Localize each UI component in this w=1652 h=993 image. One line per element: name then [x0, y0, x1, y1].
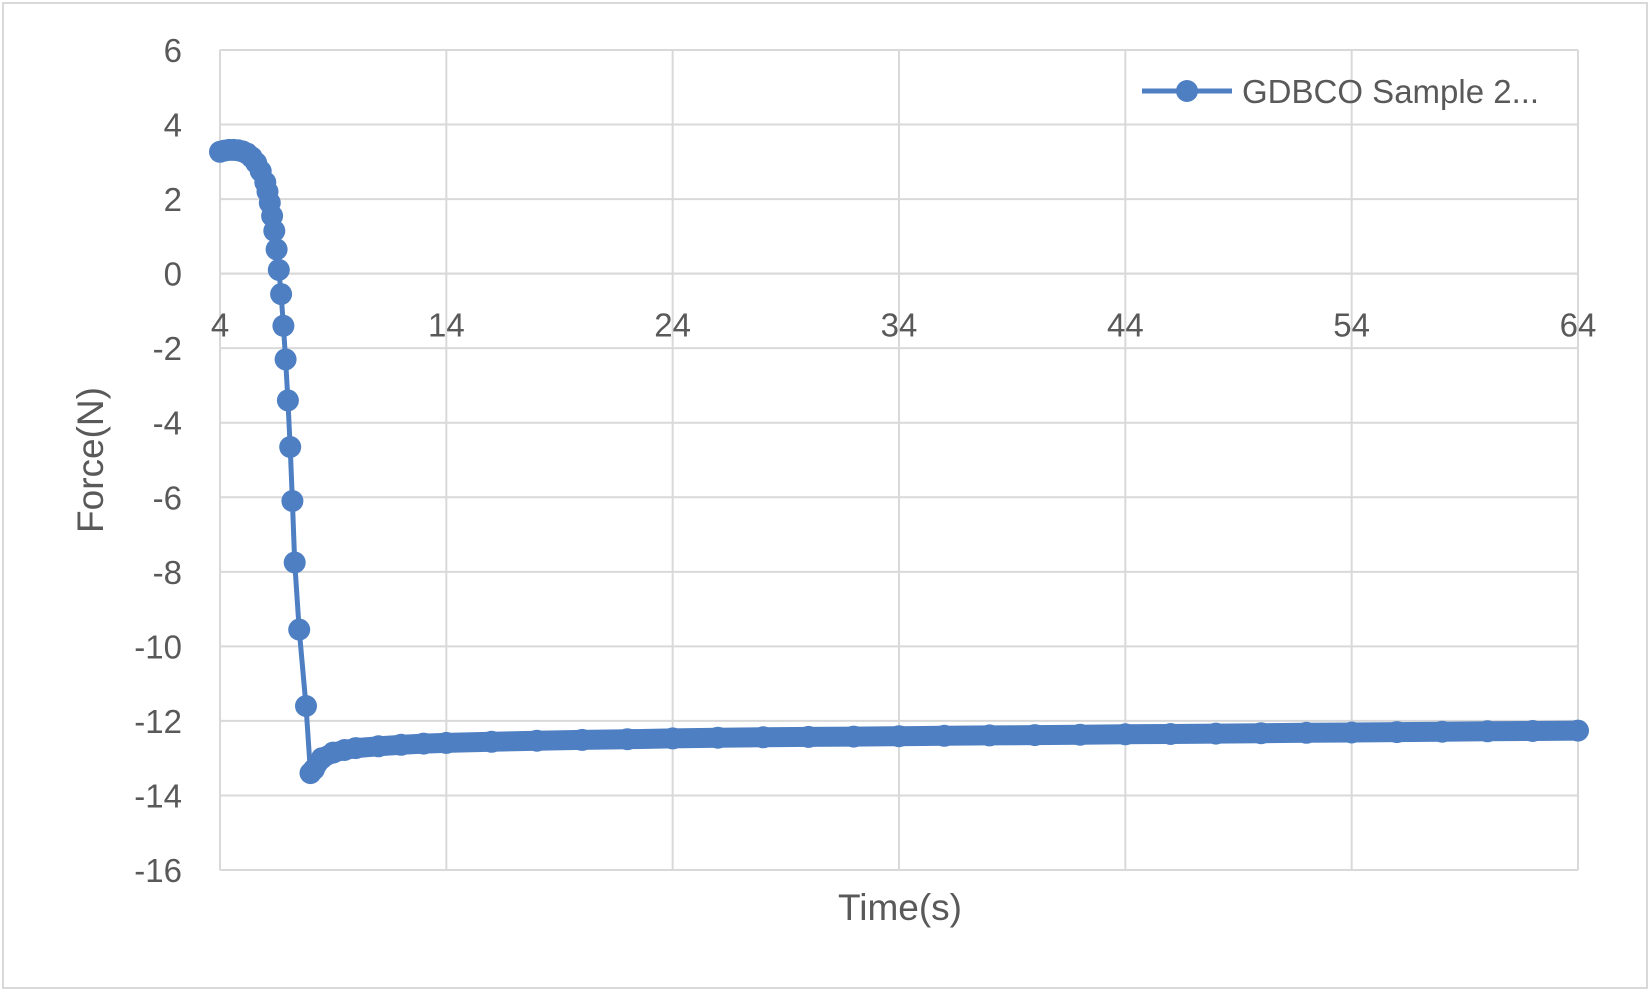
data-point: [265, 238, 288, 261]
data-point: [1204, 722, 1227, 745]
data-point: [1114, 723, 1137, 746]
data-point: [267, 258, 290, 281]
data-point: [797, 725, 820, 748]
x-tick-label: 14: [428, 307, 465, 344]
x-tick-label: 4: [211, 307, 229, 344]
data-point: [1069, 723, 1092, 746]
data-point: [295, 695, 317, 717]
data-point: [279, 436, 302, 458]
y-tick-label: 2: [164, 181, 182, 218]
data-point: [752, 726, 775, 749]
legend-marker: [1176, 80, 1198, 102]
data-point: [276, 389, 299, 412]
data-point: [274, 348, 297, 371]
data-point: [367, 735, 390, 758]
data-point: [288, 618, 311, 641]
y-tick-label: -6: [153, 479, 182, 516]
y-tick-label: 4: [164, 107, 182, 144]
x-axis-title: Time(s): [838, 887, 962, 928]
data-point: [888, 725, 910, 748]
grid-lines: [219, 49, 1579, 871]
data-point: [933, 724, 956, 747]
data-point: [1023, 724, 1046, 747]
data-point: [1385, 721, 1408, 744]
data-point: [480, 730, 503, 753]
data-point: [344, 737, 367, 760]
y-tick-label: -8: [153, 554, 182, 591]
data-point: [1476, 720, 1499, 743]
y-tick-label: -2: [153, 330, 182, 367]
y-tick-label: 6: [164, 32, 182, 69]
data-point: [525, 729, 548, 752]
series-marker-band: [303, 720, 1588, 780]
data-point: [1159, 723, 1182, 745]
data-point: [390, 733, 413, 756]
data-point: [978, 724, 1001, 747]
legend-label: GDBCO Sample 2...: [1242, 73, 1539, 110]
data-point: [283, 551, 306, 574]
data-point: [1295, 721, 1318, 744]
y-tick-label: -14: [134, 777, 182, 814]
data-point: [1340, 721, 1363, 744]
y-tick-label: -16: [134, 852, 182, 889]
x-tick-label: 54: [1333, 307, 1370, 344]
data-point: [412, 732, 435, 755]
data-point: [1567, 719, 1589, 742]
data-point: [435, 731, 458, 754]
data-point: [272, 314, 295, 337]
data-point: [706, 726, 729, 749]
data-point: [616, 728, 639, 751]
data-point: [270, 283, 293, 306]
x-tick-label: 44: [1107, 307, 1144, 344]
x-tick-label: 34: [881, 307, 918, 344]
series-layer: [209, 138, 1589, 785]
y-axis-title: Force(N): [70, 387, 111, 533]
data-point: [1431, 720, 1454, 743]
y-tick-label: -4: [153, 405, 182, 442]
data-point: [661, 727, 684, 750]
data-point: [571, 728, 594, 751]
data-point: [1521, 720, 1544, 742]
y-tick-label: -10: [134, 628, 182, 665]
data-point: [842, 725, 865, 748]
y-tick-label: 0: [164, 256, 182, 293]
legend[interactable]: GDBCO Sample 2...: [1142, 73, 1539, 110]
data-point: [263, 219, 286, 242]
y-tick-label: -12: [134, 703, 182, 740]
data-point: [1250, 722, 1273, 745]
data-point: [281, 490, 304, 512]
x-tick-label: 64: [1560, 307, 1597, 344]
x-tick-label: 24: [654, 307, 691, 344]
